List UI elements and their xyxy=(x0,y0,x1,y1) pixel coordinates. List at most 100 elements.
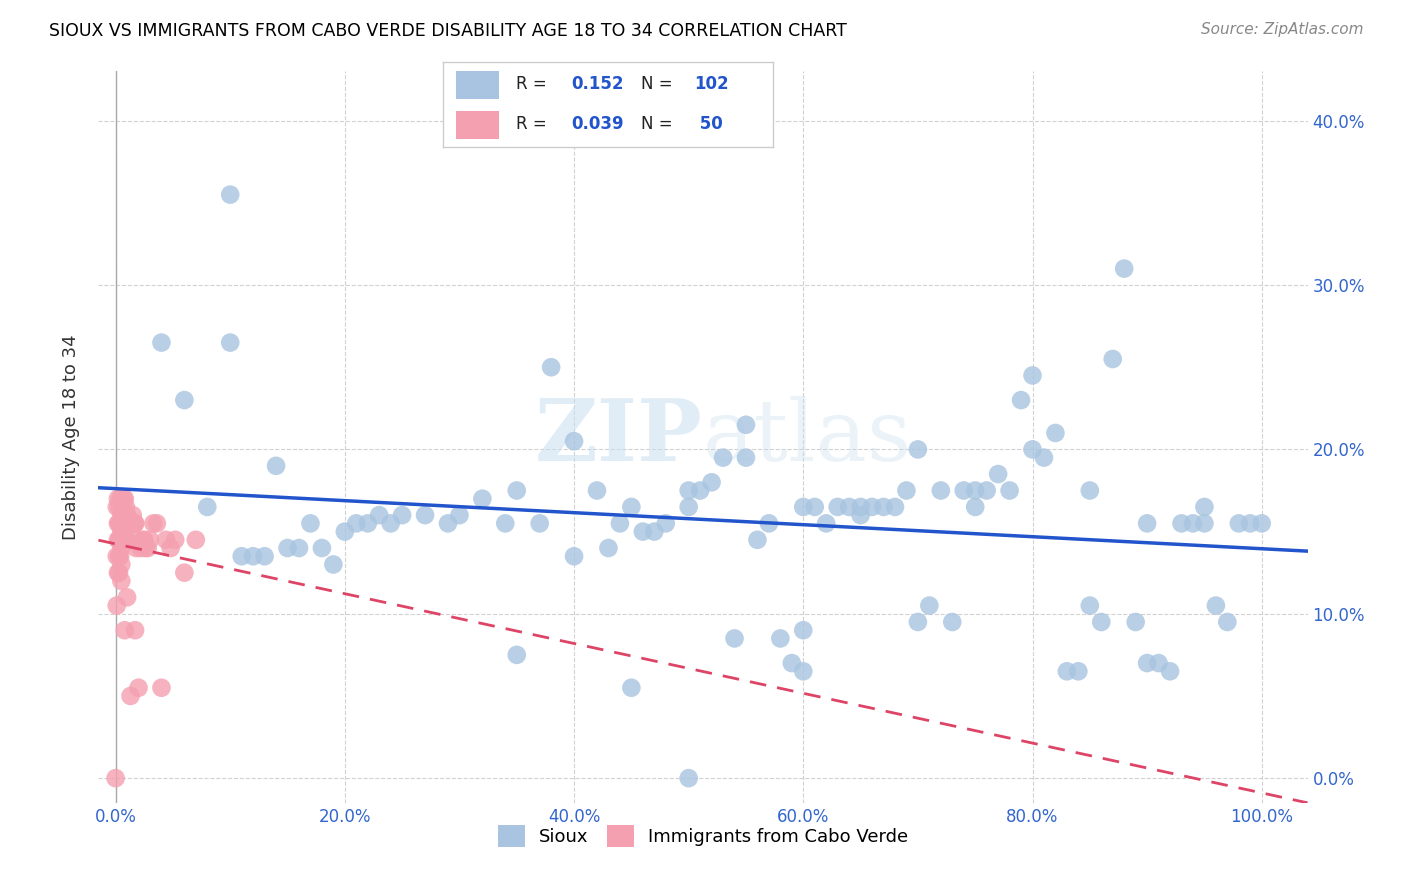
Point xyxy=(108,500,131,514)
Point xyxy=(159,541,181,555)
Point xyxy=(803,500,825,514)
Point xyxy=(333,524,356,539)
Point xyxy=(827,500,849,514)
Point xyxy=(562,434,585,449)
Point xyxy=(506,483,529,498)
Point xyxy=(129,541,152,555)
Point xyxy=(860,500,883,514)
Point xyxy=(413,508,436,523)
Point xyxy=(1136,656,1159,670)
Point xyxy=(735,450,758,465)
Point xyxy=(965,483,987,498)
Point xyxy=(1010,393,1032,408)
Point xyxy=(998,483,1021,498)
Point xyxy=(1239,516,1261,531)
Point xyxy=(1181,516,1204,531)
Point xyxy=(231,549,253,564)
Point xyxy=(1078,599,1101,613)
Point xyxy=(120,516,142,531)
Text: R =: R = xyxy=(516,76,551,94)
Point xyxy=(815,516,838,531)
Point xyxy=(111,516,134,531)
Point xyxy=(494,516,516,531)
Point xyxy=(112,516,135,531)
Point xyxy=(121,508,143,523)
Point xyxy=(150,681,173,695)
Point xyxy=(1078,483,1101,498)
Point xyxy=(107,566,129,580)
Point xyxy=(1056,665,1078,679)
Point xyxy=(110,491,132,506)
Point xyxy=(107,516,129,531)
Point xyxy=(277,541,299,555)
Point xyxy=(437,516,460,531)
Point xyxy=(115,508,138,523)
Point xyxy=(735,417,758,432)
Point xyxy=(108,549,131,564)
Point xyxy=(1205,599,1227,613)
Text: 50: 50 xyxy=(695,115,723,133)
Point xyxy=(609,516,631,531)
Point xyxy=(368,508,391,523)
Point xyxy=(1101,351,1123,366)
Point xyxy=(110,508,132,523)
Point xyxy=(952,483,974,498)
Point xyxy=(344,516,367,531)
Point xyxy=(1170,516,1192,531)
Point xyxy=(111,533,134,547)
Point xyxy=(107,533,129,547)
Point xyxy=(114,516,136,531)
Point xyxy=(1250,516,1272,531)
Point xyxy=(110,558,132,572)
Point xyxy=(678,771,700,785)
Point xyxy=(142,516,165,531)
Point xyxy=(1090,615,1112,629)
Legend: Sioux, Immigrants from Cabo Verde: Sioux, Immigrants from Cabo Verde xyxy=(489,816,917,856)
Point xyxy=(299,516,322,531)
Point xyxy=(1147,656,1170,670)
Point xyxy=(114,491,136,506)
Point xyxy=(195,500,218,514)
Point xyxy=(1033,450,1056,465)
Point xyxy=(146,516,169,531)
Point xyxy=(111,500,134,514)
Point xyxy=(1216,615,1239,629)
Point xyxy=(849,508,872,523)
Point xyxy=(118,516,141,531)
Point xyxy=(136,541,159,555)
Point xyxy=(107,491,129,506)
Point xyxy=(121,516,143,531)
Point xyxy=(700,475,723,490)
Point xyxy=(758,516,780,531)
Point xyxy=(125,541,148,555)
Point xyxy=(115,533,138,547)
Point xyxy=(540,360,562,375)
Point xyxy=(124,516,146,531)
Point xyxy=(311,541,333,555)
Point xyxy=(907,442,929,457)
Point xyxy=(108,533,131,547)
Point xyxy=(1159,665,1181,679)
Point xyxy=(184,533,207,547)
Point xyxy=(391,508,413,523)
Point xyxy=(1227,516,1250,531)
Text: ZIP: ZIP xyxy=(536,395,703,479)
Point xyxy=(117,516,139,531)
Point xyxy=(118,516,141,531)
Point xyxy=(134,541,156,555)
Point xyxy=(150,335,173,350)
Point xyxy=(976,483,998,498)
Point xyxy=(1136,516,1159,531)
Bar xyxy=(456,111,499,139)
Text: N =: N = xyxy=(641,76,678,94)
Point xyxy=(631,524,654,539)
Point xyxy=(108,566,131,580)
Point xyxy=(114,533,136,547)
Bar xyxy=(456,71,499,99)
Point xyxy=(115,591,138,605)
Point xyxy=(121,516,143,531)
Text: 102: 102 xyxy=(695,76,728,94)
Y-axis label: Disability Age 18 to 34: Disability Age 18 to 34 xyxy=(62,334,80,540)
Point xyxy=(792,624,814,638)
Point xyxy=(357,516,380,531)
